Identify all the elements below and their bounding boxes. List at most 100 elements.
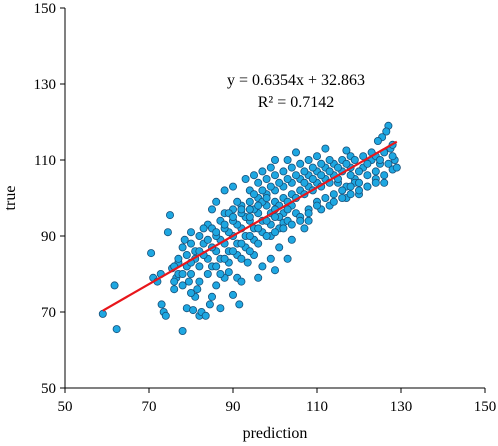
data-point xyxy=(180,235,189,244)
data-point xyxy=(258,186,267,195)
data-point xyxy=(245,212,254,221)
data-point xyxy=(212,197,221,206)
regression-line xyxy=(102,140,398,312)
data-point xyxy=(308,163,317,172)
data-point xyxy=(201,311,210,320)
data-point xyxy=(291,148,300,157)
data-point xyxy=(270,212,279,221)
data-point xyxy=(266,163,275,172)
data-point xyxy=(266,254,275,263)
data-point xyxy=(237,239,246,248)
x-axis-label: prediction xyxy=(243,425,308,442)
data-point xyxy=(312,201,321,210)
data-point xyxy=(329,190,338,199)
data-point xyxy=(262,193,271,202)
data-point xyxy=(270,155,279,164)
data-point xyxy=(199,224,208,233)
data-point xyxy=(233,197,242,206)
data-point xyxy=(304,155,313,164)
plot-area xyxy=(98,121,401,335)
data-point xyxy=(170,285,179,294)
data-point xyxy=(262,174,271,183)
data-point xyxy=(186,239,195,248)
y-tick-label: 130 xyxy=(34,77,57,93)
data-point xyxy=(249,190,258,199)
data-point xyxy=(207,205,216,214)
data-point xyxy=(338,193,347,202)
data-point xyxy=(342,159,351,168)
y-tick-label: 70 xyxy=(41,305,56,321)
data-point xyxy=(279,167,288,176)
data-point xyxy=(245,231,254,240)
y-tick-label: 110 xyxy=(34,153,56,169)
data-point xyxy=(186,269,195,278)
data-point xyxy=(110,281,119,290)
data-point xyxy=(342,146,351,155)
data-point xyxy=(275,178,284,187)
data-point xyxy=(279,224,288,233)
data-point xyxy=(300,178,309,187)
data-point xyxy=(254,273,263,282)
data-point xyxy=(304,216,313,225)
regression-layer xyxy=(102,140,398,312)
data-point xyxy=(384,159,393,168)
data-point xyxy=(308,174,317,183)
data-point xyxy=(283,155,292,164)
data-point xyxy=(254,178,263,187)
data-point xyxy=(392,163,401,172)
y-ticks: 50 70 90 110 130 150 xyxy=(34,1,65,397)
data-point xyxy=(346,182,355,191)
data-point xyxy=(178,243,187,252)
x-tick-label: 90 xyxy=(226,399,241,415)
data-point xyxy=(262,231,271,240)
data-point xyxy=(363,182,372,191)
data-point xyxy=(321,144,330,153)
data-point xyxy=(388,152,397,161)
data-point xyxy=(249,171,258,180)
data-point xyxy=(170,277,179,286)
fit-equation: y = 0.6354x + 32.863 xyxy=(227,72,365,89)
data-point xyxy=(287,235,296,244)
data-point xyxy=(382,127,391,136)
data-point xyxy=(98,309,107,318)
y-tick-label: 50 xyxy=(41,381,56,397)
data-point xyxy=(207,292,216,301)
data-point xyxy=(161,311,170,320)
data-point xyxy=(245,205,254,214)
axes xyxy=(64,8,485,389)
data-point xyxy=(258,262,267,271)
data-point xyxy=(266,182,275,191)
data-point xyxy=(203,269,212,278)
x-tick-label: 50 xyxy=(58,399,73,415)
r-squared: R² = 0.7142 xyxy=(258,94,335,111)
data-point xyxy=(317,159,326,168)
data-point xyxy=(245,197,254,206)
data-point xyxy=(270,171,279,180)
data-point xyxy=(163,228,172,237)
data-point xyxy=(287,220,296,229)
data-point xyxy=(195,262,204,271)
data-point xyxy=(186,288,195,297)
data-point xyxy=(220,254,229,263)
data-point xyxy=(363,171,372,180)
data-point xyxy=(178,326,187,335)
data-point xyxy=(380,178,389,187)
data-point xyxy=(296,216,305,225)
data-point xyxy=(283,174,292,183)
data-point xyxy=(270,266,279,275)
data-point xyxy=(228,290,237,299)
data-point xyxy=(224,268,233,277)
data-point xyxy=(283,205,292,214)
data-point xyxy=(220,220,229,229)
data-point xyxy=(147,249,156,258)
data-point xyxy=(375,155,384,164)
data-point xyxy=(228,247,237,256)
data-point xyxy=(193,285,202,294)
y-tick-label: 150 xyxy=(34,1,57,17)
data-point xyxy=(283,254,292,263)
data-point xyxy=(228,182,237,191)
data-point xyxy=(296,159,305,168)
data-point xyxy=(237,205,246,214)
data-point xyxy=(317,171,326,180)
